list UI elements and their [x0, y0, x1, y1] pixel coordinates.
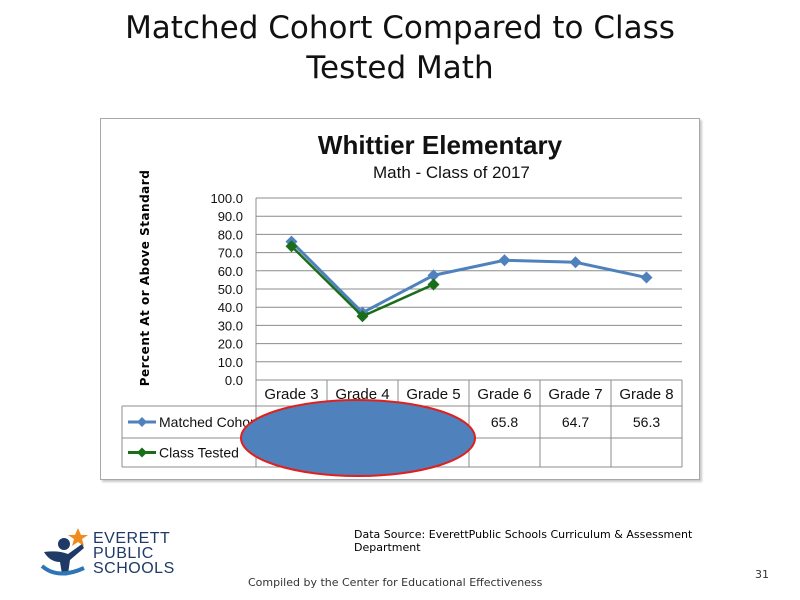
slide-title-line1: Matched Cohort Compared to Class	[125, 10, 675, 46]
y-tick-label: 30.0	[218, 318, 243, 333]
slide-title-line2: Tested Math	[306, 50, 494, 86]
data-table-cell: 56.3	[633, 414, 660, 430]
logo-figure-icon	[40, 528, 88, 576]
x-tick-label: Grade 3	[264, 386, 318, 403]
series-line	[290, 240, 647, 315]
x-tick-label: Grade 6	[477, 386, 531, 403]
data-source-line1: Data Source: EverettPublic Schools Curri…	[354, 528, 693, 541]
data-source-line2: Department	[354, 541, 421, 554]
x-tick-label: Grade 7	[548, 386, 602, 403]
legend-label: Matched Cohort	[159, 414, 259, 430]
y-tick-label: 100.0	[210, 191, 243, 206]
legend-label: Class Tested	[159, 445, 239, 461]
chart-subtitle: Math - Class of 2017	[373, 163, 530, 182]
legend-swatch-marker	[137, 417, 147, 427]
logo-line3: SCHOOLS	[93, 560, 175, 577]
series-line	[290, 245, 435, 318]
y-tick-label: 20.0	[218, 337, 243, 352]
data-point-marker	[427, 278, 440, 291]
data-table-cell: 64.7	[562, 414, 589, 430]
data-point-marker	[427, 269, 440, 282]
data-point-marker	[285, 240, 298, 253]
compiled-by-note: Compiled by the Center for Educational E…	[248, 576, 543, 589]
data-source-note: Data Source: EverettPublic Schools Curri…	[354, 528, 714, 554]
legend-swatch-marker	[137, 447, 147, 458]
logo-line1: EVERETT	[93, 530, 171, 547]
logo-line2: PUBLIC	[93, 545, 154, 562]
data-point-marker	[569, 256, 582, 269]
y-tick-label: 70.0	[218, 246, 243, 261]
chart-title: Whittier Elementary	[317, 130, 563, 160]
x-tick-label: Grade 5	[406, 386, 460, 403]
y-tick-label: 10.0	[218, 355, 243, 370]
y-tick-label: 0.0	[225, 373, 243, 388]
y-tick-label: 80.0	[218, 227, 243, 242]
y-tick-label: 50.0	[218, 282, 243, 297]
x-tick-label: Grade 8	[619, 386, 673, 403]
logo: EVERETT PUBLIC SCHOOLS	[93, 530, 175, 577]
y-tick-label: 90.0	[218, 209, 243, 224]
redaction-ellipse	[240, 399, 476, 477]
data-table-cell: 65.8	[491, 414, 518, 430]
data-point-marker	[356, 310, 369, 323]
x-tick-label: Grade 4	[335, 386, 389, 403]
data-point-marker	[498, 254, 511, 267]
slide-title: Matched Cohort Compared to Class Tested …	[0, 8, 800, 88]
data-point-marker	[640, 271, 653, 284]
y-tick-label: 60.0	[218, 264, 243, 279]
page-number: 31	[755, 568, 769, 581]
y-tick-label: 40.0	[218, 300, 243, 315]
